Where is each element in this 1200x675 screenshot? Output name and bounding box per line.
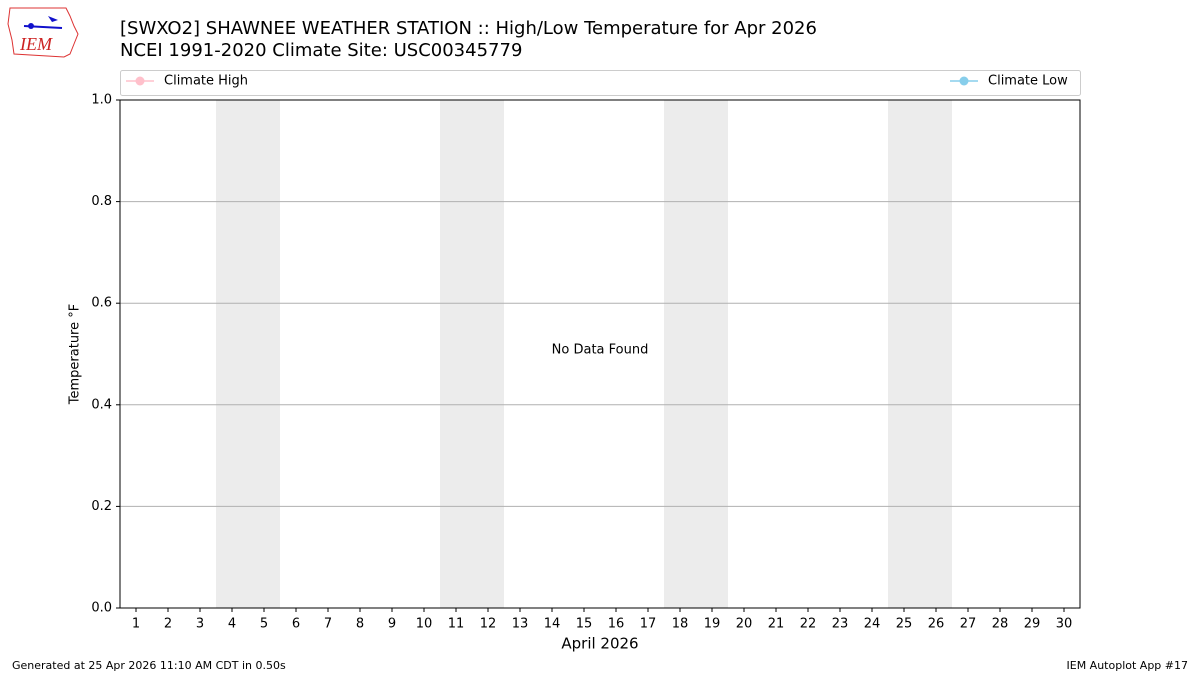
footer-left: Generated at 25 Apr 2026 11:10 AM CDT in… bbox=[12, 659, 286, 672]
x-tick-label: 27 bbox=[960, 617, 977, 632]
x-tick-label: 6 bbox=[292, 617, 300, 632]
x-tick-label: 2 bbox=[164, 617, 172, 632]
logo-text: IEM bbox=[19, 34, 53, 54]
chart-title: [SWXO2] SHAWNEE WEATHER STATION :: High/… bbox=[120, 18, 817, 39]
legend-box bbox=[120, 70, 1081, 96]
legend-marker bbox=[959, 76, 969, 86]
x-tick-label: 24 bbox=[864, 617, 881, 632]
x-tick-label: 20 bbox=[736, 617, 753, 632]
x-tick-label: 1 bbox=[132, 617, 140, 632]
y-tick-label: 0.2 bbox=[91, 499, 112, 514]
x-tick-label: 11 bbox=[448, 617, 465, 632]
x-tick-label: 4 bbox=[228, 617, 236, 632]
plot-frame bbox=[119, 99, 1081, 609]
x-tick-label: 21 bbox=[768, 617, 785, 632]
logo-outline bbox=[7, 7, 79, 58]
x-tick-label: 14 bbox=[544, 617, 561, 632]
x-tick-label: 29 bbox=[1024, 617, 1041, 632]
x-tick-label: 7 bbox=[324, 617, 332, 632]
y-tick-label: 0.6 bbox=[91, 296, 112, 311]
footer-right: IEM Autoplot App #17 bbox=[1067, 659, 1189, 672]
y-tick-label: 0.0 bbox=[91, 601, 112, 616]
x-tick-label: 28 bbox=[992, 617, 1009, 632]
x-tick-label: 16 bbox=[608, 617, 625, 632]
x-tick-label: 10 bbox=[416, 617, 433, 632]
y-tick-label: 0.8 bbox=[91, 194, 112, 209]
x-tick-label: 26 bbox=[928, 617, 945, 632]
logo-flag bbox=[48, 16, 58, 22]
x-tick-label: 9 bbox=[388, 617, 396, 632]
legend-label: Climate High bbox=[164, 74, 248, 89]
x-tick-label: 5 bbox=[260, 617, 268, 632]
y-tick-label: 1.0 bbox=[91, 93, 112, 108]
x-tick-label: 8 bbox=[356, 617, 364, 632]
x-axis-label: April 2026 bbox=[561, 635, 638, 653]
x-tick-label: 13 bbox=[512, 617, 529, 632]
y-axis-label: Temperature °F bbox=[68, 304, 83, 405]
logo: IEM bbox=[7, 7, 79, 58]
x-tick-label: 3 bbox=[196, 617, 204, 632]
y-tick-label: 0.4 bbox=[91, 397, 112, 412]
annotation: No Data Found bbox=[552, 343, 649, 358]
x-tick-label: 12 bbox=[480, 617, 497, 632]
x-tick-label: 19 bbox=[704, 617, 721, 632]
logo-dot bbox=[28, 23, 34, 29]
weekend-shade bbox=[888, 100, 952, 608]
weekend-shade bbox=[440, 100, 504, 608]
x-tick-label: 22 bbox=[800, 617, 817, 632]
legend-label: Climate Low bbox=[988, 74, 1068, 89]
x-tick-label: 30 bbox=[1056, 617, 1073, 632]
legend-marker bbox=[135, 76, 145, 86]
x-tick-label: 18 bbox=[672, 617, 689, 632]
x-tick-label: 15 bbox=[576, 617, 593, 632]
weekend-shade bbox=[664, 100, 728, 608]
x-tick-label: 17 bbox=[640, 617, 657, 632]
x-tick-label: 23 bbox=[832, 617, 849, 632]
chart-subtitle: NCEI 1991-2020 Climate Site: USC00345779 bbox=[120, 40, 522, 61]
x-tick-label: 25 bbox=[896, 617, 913, 632]
weekend-shade bbox=[216, 100, 280, 608]
